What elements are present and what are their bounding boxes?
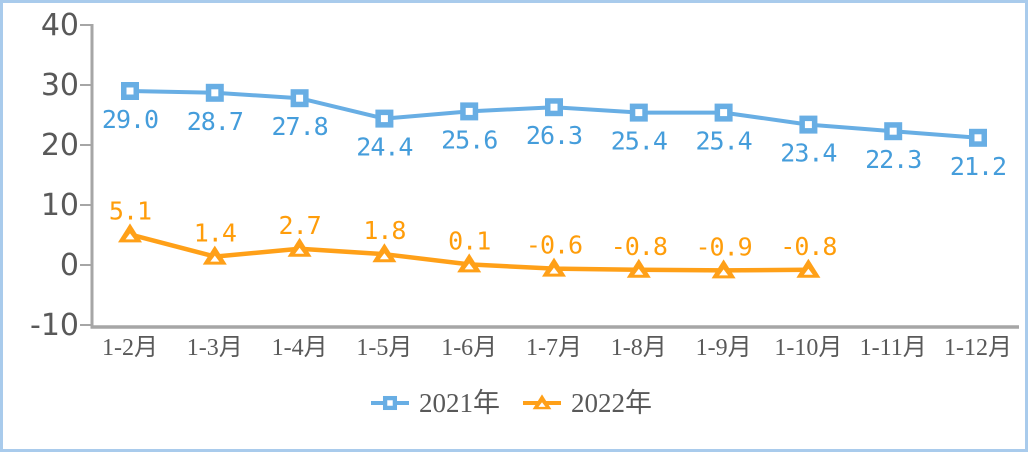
marker-square-center	[296, 94, 304, 102]
marker-triangle	[796, 258, 821, 278]
x-axis-label: 1-7月	[526, 335, 582, 361]
data-label: 1.4	[194, 219, 236, 248]
data-label: 1.8	[363, 216, 405, 245]
marker-square-center	[974, 134, 982, 142]
data-label: 0.1	[448, 226, 490, 255]
y-axis-tick-label: 30	[41, 68, 79, 103]
x-axis-label: 1-11月	[860, 335, 927, 361]
data-label: 25.4	[695, 127, 751, 156]
data-label: 22.3	[865, 145, 921, 174]
data-label: 27.8	[271, 112, 327, 141]
marker-square-center	[720, 109, 728, 117]
y-axis-tick-label: 40	[41, 8, 79, 43]
data-label: 2.7	[279, 211, 321, 240]
data-label: -0.6	[526, 231, 582, 260]
legend-label: 2022年	[571, 388, 652, 418]
marker-triangle	[372, 243, 397, 263]
y-axis-tick-label: 0	[60, 248, 79, 283]
x-axis-label: 1-8月	[611, 335, 667, 361]
marker-square-center	[387, 400, 393, 406]
marker-square-center	[635, 109, 643, 117]
data-label: 21.2	[950, 152, 1006, 181]
x-axis-label: 1-2月	[102, 335, 158, 361]
marker-square-center	[804, 121, 812, 129]
data-label: -0.8	[611, 232, 667, 261]
marker-triangle-center	[719, 269, 729, 276]
data-label: 29.0	[102, 105, 158, 134]
x-axis-label: 1-9月	[696, 335, 752, 361]
data-label: -0.8	[780, 232, 836, 261]
marker-triangle-center	[803, 268, 813, 275]
marker-square-center	[465, 107, 473, 115]
marker-triangle	[287, 237, 312, 257]
marker-triangle-center	[379, 253, 389, 260]
marker-triangle	[118, 223, 142, 243]
marker-triangle	[457, 253, 482, 273]
marker-triangle-center	[634, 268, 644, 275]
x-axis-label: 1-12月	[944, 335, 1012, 361]
y-axis-tick-label: 20	[41, 128, 79, 163]
marker-triangle-center	[538, 402, 546, 407]
marker-triangle	[711, 259, 736, 279]
data-label: 25.4	[611, 127, 667, 156]
x-axis-label: 1-5月	[356, 335, 412, 361]
legend-label: 2021年	[419, 388, 500, 418]
y-axis-tick-label: -10	[30, 308, 79, 343]
marker-square-center	[126, 87, 134, 95]
marker-triangle	[202, 245, 227, 265]
marker-triangle	[532, 394, 552, 410]
line-chart: 40 30 20 10 0 -10 1-2月 1-3月 1-4月 1-5月 1-6月 1-7月 1-8月…	[30, 8, 1019, 418]
data-label: 5.1	[109, 196, 151, 225]
y-axis-tick-label: 10	[41, 188, 79, 223]
marker-square-center	[380, 115, 388, 123]
data-label: 26.3	[526, 121, 582, 150]
marker-triangle-center	[549, 267, 559, 274]
marker-triangle-center	[125, 233, 135, 240]
x-axis-label: 1-6月	[441, 335, 497, 361]
x-axis-label: 1-3月	[187, 335, 243, 361]
data-label: 24.4	[356, 133, 412, 162]
marker-triangle	[542, 257, 566, 277]
marker-triangle-center	[295, 247, 305, 254]
data-label: 23.4	[780, 139, 836, 168]
marker-triangle-center	[210, 255, 220, 262]
marker-triangle	[626, 258, 651, 278]
data-label: -0.9	[695, 232, 751, 261]
marker-square-center	[550, 103, 558, 111]
marker-triangle-center	[464, 263, 474, 270]
marker-square-center	[889, 127, 897, 135]
x-axis-label: 1-4月	[272, 335, 328, 361]
x-axis-label: 1-10月	[774, 335, 842, 361]
data-label: 25.6	[441, 125, 497, 154]
marker-square-center	[211, 89, 219, 97]
data-label: 28.7	[187, 107, 243, 136]
